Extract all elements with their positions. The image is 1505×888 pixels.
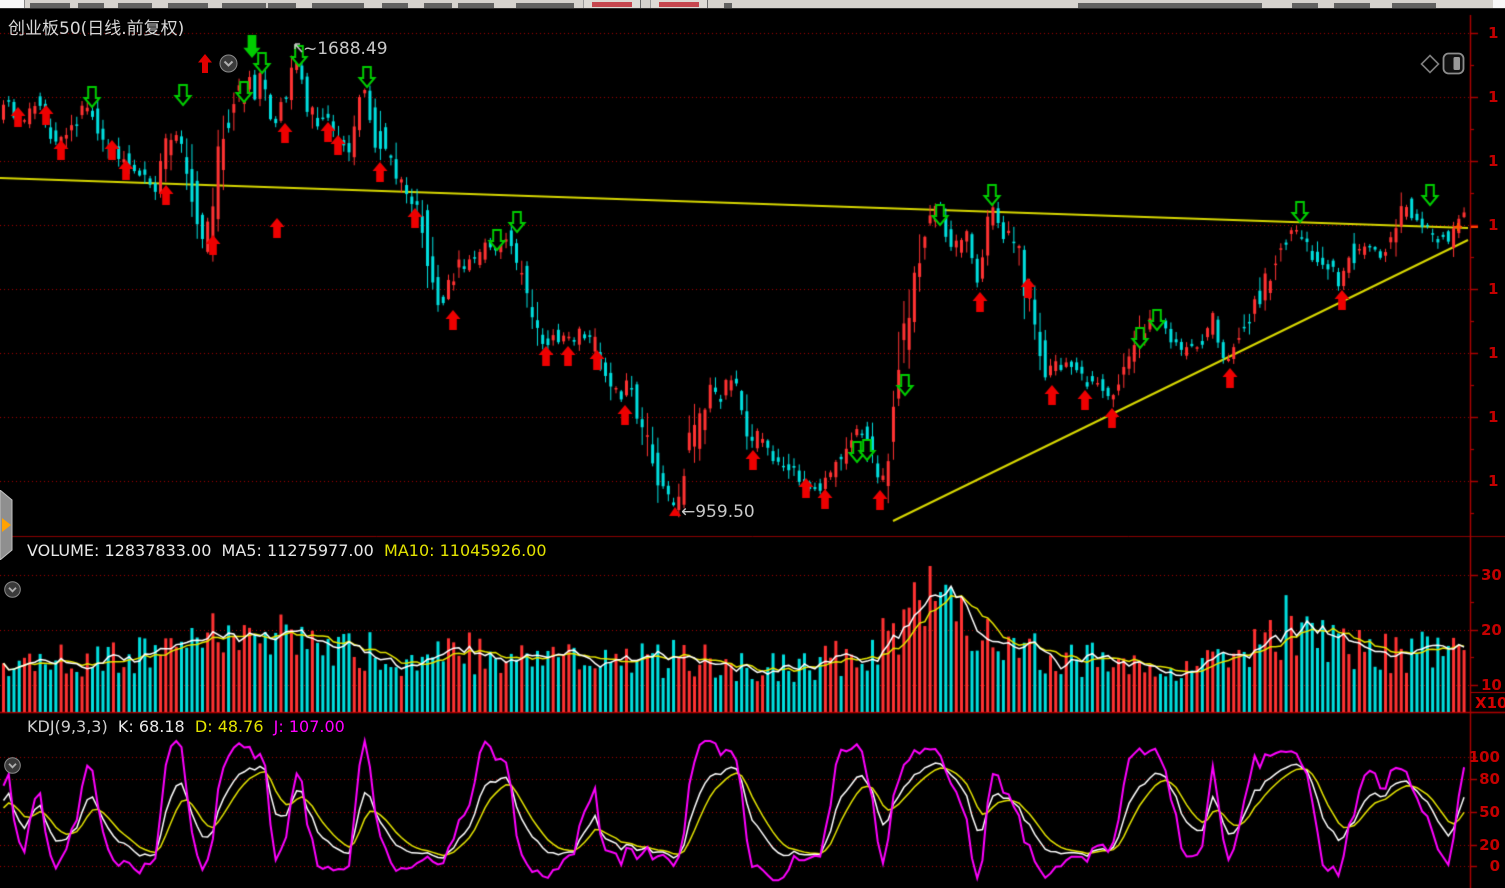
kdj-axis-label: 100 xyxy=(1468,748,1500,766)
ma5-label: MA5: xyxy=(221,541,262,560)
menu-item-truncated[interactable] xyxy=(222,3,266,8)
menu-tab-active[interactable] xyxy=(583,0,641,8)
volume-axis-label: 30 xyxy=(1481,566,1502,584)
menu-item-truncated[interactable] xyxy=(268,3,296,8)
menu-item-truncated[interactable] xyxy=(516,3,556,8)
main-price-axis-label: 1 xyxy=(1488,408,1499,426)
ma10-value: 11045926.00 xyxy=(439,541,547,560)
menu-item-truncated[interactable] xyxy=(382,3,408,8)
ma5-value: 11275977.00 xyxy=(266,541,374,560)
kdj-axis-label: 80 xyxy=(1479,770,1500,788)
up-arrow-icon xyxy=(197,16,213,92)
volume-value: 12837833.00 xyxy=(104,541,212,560)
d-label: D: xyxy=(194,717,213,736)
menu-item-truncated[interactable] xyxy=(556,3,574,8)
main-price-axis-label: 1 xyxy=(1488,344,1499,362)
volume-label: VOLUME: xyxy=(27,541,100,560)
volume-axis-label: 20 xyxy=(1481,621,1502,639)
split-panel-icon[interactable] xyxy=(1442,14,1465,94)
menu-tab[interactable] xyxy=(650,0,708,8)
menu-item-truncated[interactable] xyxy=(78,3,104,8)
main-price-axis-label: 1 xyxy=(1488,280,1499,298)
diamond-icon[interactable] xyxy=(1420,16,1440,93)
menu-left-box[interactable] xyxy=(0,0,25,8)
kdj-axis-label: 0 xyxy=(1489,857,1500,875)
k-value: 68.18 xyxy=(138,717,185,736)
volume-axis-label: 10 xyxy=(1481,676,1502,694)
kdj-axis-label: 20 xyxy=(1479,836,1500,854)
menu-item-truncated[interactable] xyxy=(458,3,494,8)
menu-item-truncated[interactable] xyxy=(1392,3,1436,8)
volume-collapse-icon[interactable] xyxy=(4,543,21,617)
menu-bar[interactable] xyxy=(0,0,1505,9)
kdj-collapse-icon[interactable] xyxy=(4,719,21,793)
kdj-axis-label: 50 xyxy=(1479,803,1500,821)
menu-item-truncated[interactable] xyxy=(168,3,208,8)
k-label: K: xyxy=(117,717,134,736)
menu-item-truncated[interactable] xyxy=(1334,3,1370,8)
peak-price-annotation: ~1688.49 xyxy=(303,39,388,59)
menu-item-truncated[interactable] xyxy=(1078,3,1262,8)
volume-unit-multiplier: X10 xyxy=(1475,694,1505,712)
menu-item-truncated[interactable] xyxy=(30,3,70,8)
expander-arrow-icon xyxy=(2,518,11,532)
menu-item-truncated[interactable] xyxy=(724,3,732,8)
ma10-label: MA10: xyxy=(384,541,435,560)
collapse-circle-icon[interactable] xyxy=(219,16,238,92)
main-price-axis-label: 1 xyxy=(1488,152,1499,170)
menu-item-truncated[interactable] xyxy=(312,3,364,8)
menu-item-truncated[interactable] xyxy=(424,3,452,8)
menu-right-box[interactable] xyxy=(1493,0,1505,8)
d-value: 48.76 xyxy=(217,717,264,736)
menu-item-truncated[interactable] xyxy=(118,3,152,8)
j-value: 107.00 xyxy=(288,717,345,736)
symbol-title: 创业板50(日线.前复权) xyxy=(8,19,185,39)
main-price-axis-label: 1 xyxy=(1488,472,1499,490)
volume-header: VOLUME: 12837833.00 MA5: 11275977.00 MA1… xyxy=(27,541,547,560)
left-expander-tab[interactable] xyxy=(0,452,13,579)
j-label: J: xyxy=(273,717,284,736)
menu-item-truncated[interactable] xyxy=(1292,3,1318,8)
kdj-header: KDJ(9,3,3) K: 68.18 D: 48.76 J: 107.00 xyxy=(27,717,345,736)
kdj-name: KDJ(9,3,3) xyxy=(27,717,108,736)
main-price-axis-label: 1 xyxy=(1488,24,1499,42)
main-price-axis-label: 1 xyxy=(1488,216,1499,234)
trough-price-annotation: ←959.50 xyxy=(681,502,755,522)
main-price-axis-label: 1 xyxy=(1488,88,1499,106)
